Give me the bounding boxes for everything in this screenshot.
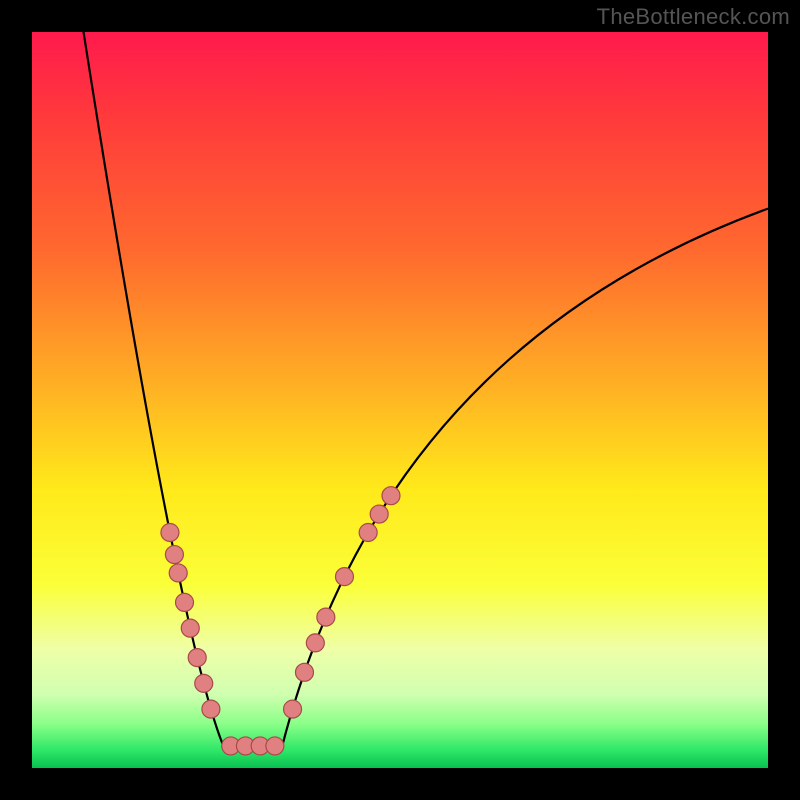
- data-marker: [165, 546, 183, 564]
- data-marker: [195, 674, 213, 692]
- data-marker: [181, 619, 199, 637]
- data-marker: [359, 523, 377, 541]
- watermark-text: TheBottleneck.com: [597, 4, 790, 30]
- data-marker: [188, 649, 206, 667]
- data-marker: [284, 700, 302, 718]
- data-marker: [176, 593, 194, 611]
- data-marker: [169, 564, 187, 582]
- data-marker: [335, 568, 353, 586]
- data-marker: [317, 608, 335, 626]
- data-marker: [295, 663, 313, 681]
- data-marker: [266, 737, 284, 755]
- data-marker: [370, 505, 388, 523]
- data-marker: [382, 487, 400, 505]
- data-marker: [306, 634, 324, 652]
- bottleneck-curve-chart: [0, 0, 800, 800]
- chart-container: TheBottleneck.com: [0, 0, 800, 800]
- data-marker: [202, 700, 220, 718]
- data-marker: [161, 523, 179, 541]
- plot-area: [32, 32, 768, 768]
